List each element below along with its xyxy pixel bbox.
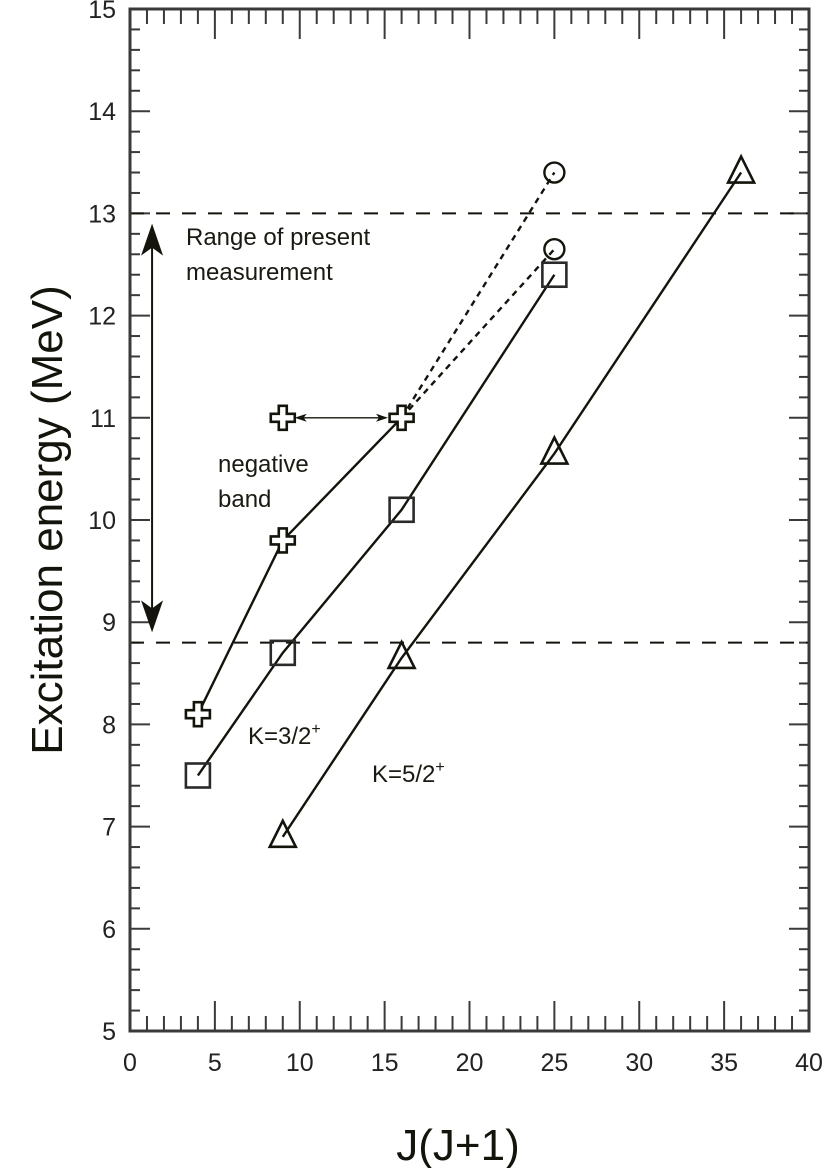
series-line [196,274,556,777]
y-tick-label: 13 [88,200,116,228]
triangle-marker [539,434,570,465]
plot-frame [128,7,811,1033]
cross-marker [388,404,415,432]
x-tick-label: 15 [371,1049,399,1077]
square-marker [388,496,415,524]
series-line [400,248,556,419]
annotation-range-line2: measurement [186,259,333,286]
arrow-right-icon [376,413,389,422]
axis-ticks [129,8,810,1032]
triangle-marker [267,817,298,849]
annotation-k52: K=5/2+ [372,759,445,788]
square-marker [269,639,297,667]
reference-lines [130,212,809,644]
cross-marker [269,527,297,554]
arrow-down-icon [141,600,164,633]
y-tick-label: 9 [102,609,116,637]
annotation-arrows [141,223,389,633]
data-markers [184,153,757,849]
y-tick-label: 15 [88,0,116,24]
y-axis-title: Excitation energy (MeV) [23,285,72,755]
x-tick-label: 20 [456,1049,484,1077]
annotation-range-line1: Range of present [186,224,370,251]
triangle-marker [386,639,417,670]
y-tick-label: 8 [102,711,116,739]
circle-marker [543,237,566,261]
x-tick-label: 35 [710,1049,738,1077]
circle-marker [543,161,566,184]
x-tick-label: 5 [208,1049,222,1077]
x-tick-label: 10 [286,1049,314,1077]
x-tick-label: 25 [540,1049,568,1077]
x-tick-label: 0 [123,1049,137,1077]
y-tick-label: 10 [88,507,116,535]
y-tick-label: 5 [102,1018,116,1046]
x-tick-label: 30 [625,1049,653,1077]
square-marker [184,762,212,789]
annotation-negative-band-line1: negative [218,451,309,478]
y-tick-label: 14 [88,98,116,126]
series-line [281,171,743,838]
annotation-negative-band-line2: band [218,486,271,513]
arrow-up-icon [141,223,164,256]
triangle-marker [725,153,757,184]
cross-marker [184,700,212,728]
y-tick-label: 6 [102,916,116,944]
y-tick-label: 7 [102,814,116,842]
x-axis-title: J(J+1) [396,1121,519,1168]
y-tick-label: 12 [88,303,116,331]
y-tick-label: 11 [90,405,116,433]
cross-marker [269,404,297,432]
square-marker [541,261,568,289]
series-line [400,171,556,419]
annotation-k32: K=3/2+ [248,721,321,750]
x-tick-label: 40 [795,1049,823,1077]
arrow-left-icon [294,413,307,422]
